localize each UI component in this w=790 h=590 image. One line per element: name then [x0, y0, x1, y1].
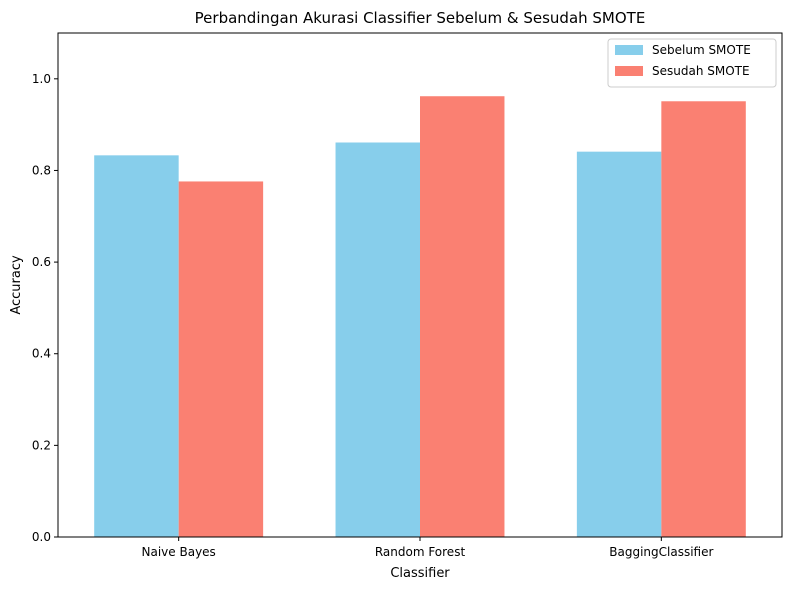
legend-swatch-0 — [615, 45, 643, 55]
y-tick-label-2: 0.4 — [32, 347, 51, 361]
chart-title: Perbandingan Akurasi Classifier Sebelum … — [195, 9, 646, 27]
bars-layer — [94, 96, 746, 538]
x-tick-label-2: BaggingClassifier — [609, 545, 713, 559]
y-tick-label-1: 0.2 — [32, 438, 51, 452]
y-axis-label: Accuracy — [9, 255, 24, 315]
bar-sesudah-1 — [420, 96, 505, 537]
y-tick-label-0: 0.0 — [32, 530, 51, 544]
bar-sebelum-0 — [94, 155, 179, 538]
legend-frame — [607, 38, 777, 88]
x-tick-label-0: Naive Bayes — [142, 545, 216, 559]
x-axis-label: Classifier — [390, 566, 450, 581]
y-tick-label-3: 0.6 — [32, 255, 51, 269]
y-tick-label-5: 1.0 — [32, 72, 51, 86]
x-axis: Naive Bayes Random Forest BaggingClassifie… — [142, 537, 713, 559]
bar-sebelum-2 — [576, 151, 662, 537]
legend-label-0: Sebelum SMOTE — [652, 43, 751, 57]
bar-sebelum-1 — [335, 142, 420, 538]
y-tick-label-4: 0.8 — [32, 163, 51, 177]
legend: Sebelum SMOTE Sesudah SMOTE — [607, 38, 777, 88]
legend-label-1: Sesudah SMOTE — [652, 64, 750, 78]
x-tick-label-1: Random Forest — [375, 545, 466, 559]
bar-sesudah-2 — [661, 101, 746, 537]
legend-swatch-1 — [615, 66, 643, 76]
bar-sesudah-0 — [178, 181, 264, 537]
y-axis: 0.0 0.2 0.4 0.6 0.8 1.0 — [32, 72, 58, 544]
